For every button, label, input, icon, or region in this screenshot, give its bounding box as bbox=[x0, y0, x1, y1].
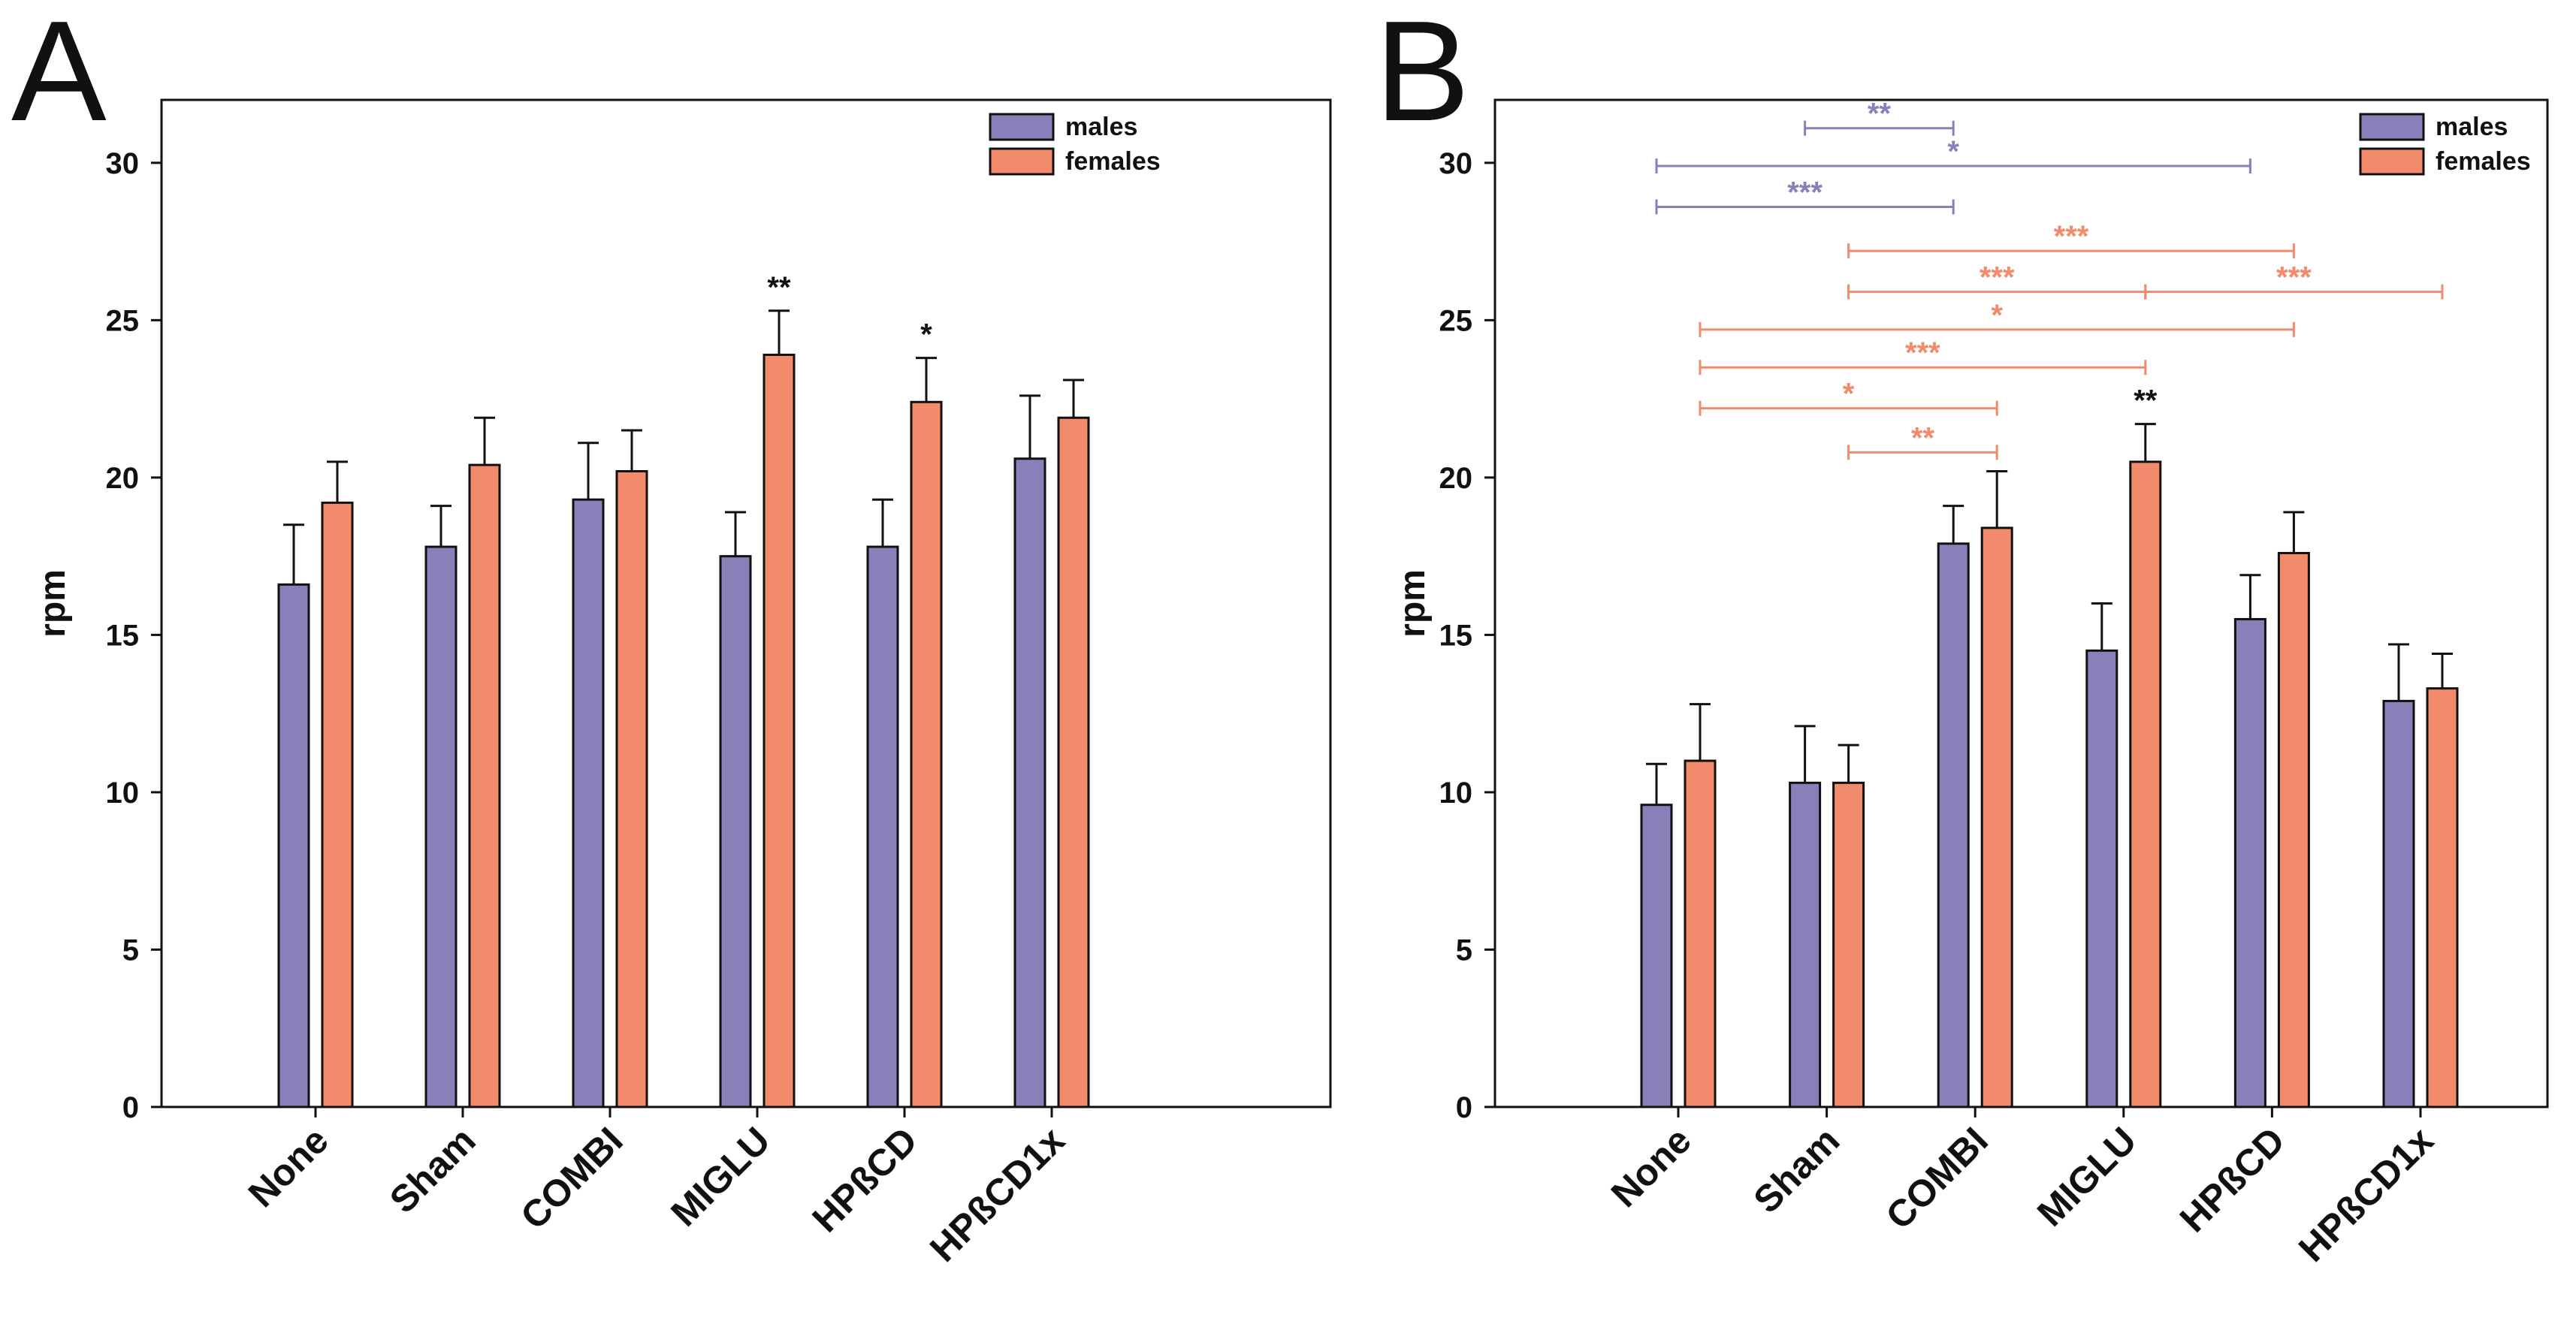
y-tick-label: 0 bbox=[1456, 1091, 1472, 1124]
bar-males-hpßcd1x bbox=[2382, 699, 2415, 1108]
y-tick-label: 15 bbox=[1439, 619, 1473, 652]
bracket-label: * bbox=[1991, 299, 2003, 332]
bar-males-none bbox=[277, 583, 310, 1108]
bar-males-none bbox=[1640, 804, 1673, 1108]
y-tick-label: 0 bbox=[122, 1091, 139, 1124]
bar-males-hpßcd bbox=[2233, 617, 2266, 1108]
bar-females-combi bbox=[615, 469, 648, 1108]
y-axis-label: rpm bbox=[1393, 569, 1433, 638]
bar-females-none bbox=[321, 501, 354, 1108]
legend-swatch-females bbox=[989, 147, 1055, 176]
bar-males-hpßcd bbox=[866, 545, 899, 1108]
comparison-bracket: *** bbox=[1655, 176, 1955, 215]
bar-males-combi bbox=[1937, 542, 1970, 1108]
x-tick-label: Sham bbox=[1745, 1119, 1847, 1221]
legend-label-males: males bbox=[1065, 113, 1137, 141]
legend-label-females: females bbox=[1065, 147, 1161, 176]
y-tick-label: 20 bbox=[106, 462, 140, 495]
comparison-bracket: * bbox=[1699, 299, 2295, 337]
x-tick-label: None bbox=[1603, 1119, 1699, 1215]
bracket-label: *** bbox=[1787, 176, 1823, 209]
legend: males females bbox=[2359, 113, 2531, 176]
bracket-label: *** bbox=[2276, 261, 2312, 294]
panel-letter: B bbox=[1375, 0, 1470, 151]
legend-swatch-females bbox=[2359, 147, 2425, 176]
bar-males-hpßcd1x bbox=[1013, 457, 1046, 1108]
bar-females-combi bbox=[1980, 526, 2013, 1108]
bracket-label: *** bbox=[1905, 336, 1940, 369]
x-tick-label: None bbox=[240, 1119, 337, 1215]
bracket-label: * bbox=[1843, 378, 1855, 411]
comparison-bracket: ** bbox=[1804, 98, 1955, 136]
x-tick-label: MIGLU bbox=[2029, 1119, 2145, 1235]
comparison-bracket: *** bbox=[1847, 261, 2147, 300]
bracket-label: *** bbox=[1980, 261, 2015, 294]
comparison-bracket: *** bbox=[2144, 261, 2444, 300]
y-tick-label: 30 bbox=[1439, 147, 1473, 180]
y-tick-label: 20 bbox=[1439, 462, 1473, 495]
comparison-bracket: * bbox=[1699, 378, 1998, 416]
chart-panel-a: A 0 5 10 15 20 25 30 rpm None Sham COMBI MIGLU HPßCDH… bbox=[11, 0, 1332, 1270]
comparison-bracket: * bbox=[1655, 135, 2251, 174]
bar-males-sham bbox=[424, 545, 458, 1108]
legend-swatch-males bbox=[2359, 113, 2425, 141]
y-tick-label: 15 bbox=[106, 619, 140, 652]
bracket-label: ** bbox=[1868, 98, 1892, 131]
bar-females-hpßcd1x bbox=[1057, 416, 1090, 1108]
comparison-bracket: *** bbox=[1847, 220, 2295, 259]
bracket-label: * bbox=[1947, 135, 1959, 168]
y-tick-label: 25 bbox=[106, 304, 140, 337]
y-tick-label: 30 bbox=[106, 147, 140, 180]
y-axis-label: rpm bbox=[33, 569, 73, 638]
comparison-bracket: ** bbox=[1847, 421, 1998, 460]
x-tick-label: HPßCD1x bbox=[2291, 1119, 2442, 1270]
bar-females-hpßcd bbox=[910, 400, 943, 1108]
x-tick-label: HPßCD bbox=[804, 1119, 925, 1240]
significance-marker: ** bbox=[2134, 385, 2158, 418]
panel-letter: A bbox=[11, 0, 107, 151]
bar-males-combi bbox=[572, 498, 605, 1108]
bar-females-none bbox=[1684, 759, 1717, 1108]
y-tick-label: 25 bbox=[1439, 304, 1473, 337]
y-tick-label: 10 bbox=[1439, 777, 1473, 810]
bar-females-sham bbox=[468, 463, 501, 1108]
legend-label-females: females bbox=[2436, 147, 2531, 176]
legend-swatch-males bbox=[989, 113, 1055, 141]
bracket-label: *** bbox=[2054, 220, 2089, 253]
bracket-label: ** bbox=[1911, 421, 1935, 454]
x-tick-label: MIGLU bbox=[663, 1119, 778, 1235]
bar-females-sham bbox=[1832, 781, 1865, 1108]
y-tick-label: 10 bbox=[106, 777, 140, 810]
bar-females-hpßcd bbox=[2277, 551, 2310, 1108]
bar-females-miglu bbox=[763, 353, 796, 1108]
bar-males-miglu bbox=[719, 555, 752, 1108]
plot-frame bbox=[1493, 98, 2549, 1108]
bar-males-sham bbox=[1789, 781, 1822, 1108]
legend: males females bbox=[989, 113, 1161, 176]
y-tick-label: 5 bbox=[1456, 933, 1472, 967]
significance-marker: ** bbox=[767, 271, 791, 304]
bar-females-miglu bbox=[2129, 460, 2162, 1108]
x-tick-label: HPßCD1x bbox=[922, 1119, 1073, 1270]
comparison-bracket: *** bbox=[1699, 336, 2147, 375]
x-tick-label: COMBI bbox=[1878, 1119, 1996, 1237]
x-tick-label: Sham bbox=[382, 1119, 484, 1221]
x-tick-label: COMBI bbox=[512, 1119, 630, 1237]
bar-males-miglu bbox=[2085, 649, 2118, 1108]
legend-label-males: males bbox=[2436, 113, 2508, 141]
bar-females-hpßcd1x bbox=[2426, 687, 2459, 1108]
y-tick-label: 5 bbox=[122, 933, 139, 967]
chart-panel-b: B 0 5 10 15 20 25 30 rpm None Sham COMBI MIGLU HPßCDH… bbox=[1375, 0, 2549, 1270]
significance-marker: * bbox=[920, 318, 932, 351]
x-tick-label: HPßCD bbox=[2172, 1119, 2293, 1240]
